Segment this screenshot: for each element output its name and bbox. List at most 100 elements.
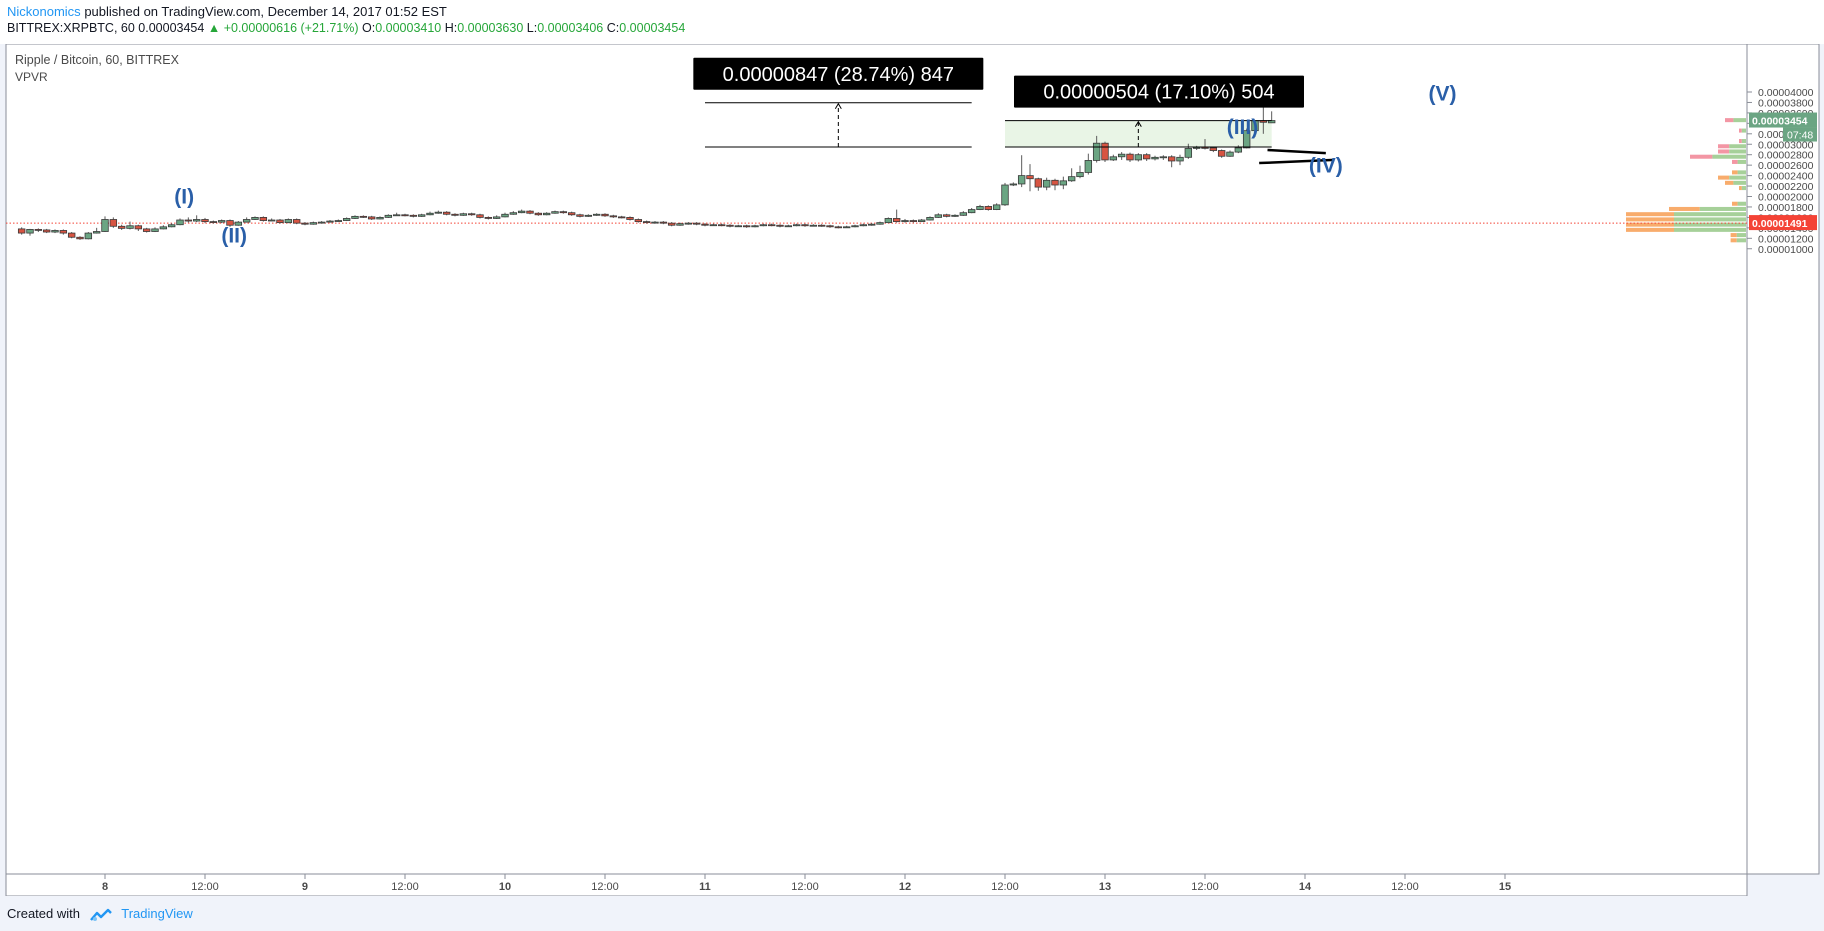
candle (701, 223, 709, 227)
candle (1109, 154, 1118, 161)
candle (1059, 176, 1068, 190)
candle (342, 217, 351, 222)
candle (867, 223, 876, 226)
candle (801, 223, 809, 227)
x-tick-label: 12:00 (591, 881, 619, 893)
candle (917, 218, 926, 223)
vpvr-bar-up (1729, 175, 1746, 180)
y-tick-label: 0.00003800 (1758, 97, 1814, 109)
candle (492, 215, 501, 219)
candle (1226, 150, 1234, 157)
last-price-badge (1749, 112, 1817, 128)
triangle-pattern[interactable] (1259, 148, 1335, 165)
tradingview-link[interactable]: TradingView (121, 906, 193, 921)
candle (1167, 155, 1176, 168)
candle (451, 213, 459, 217)
x-tick-label: 10 (499, 881, 511, 893)
candle (501, 212, 509, 218)
time-scale[interactable] (5, 873, 1748, 896)
vpvr-bar-up (1674, 222, 1746, 227)
x-tick-label: 12 (899, 881, 911, 893)
candle (251, 216, 259, 221)
vpvr-bar-down (1626, 212, 1674, 217)
wave-label: (II) (221, 224, 247, 247)
candle (226, 219, 234, 227)
candle (1159, 155, 1168, 160)
price-chart[interactable]: Ripple / Bitcoin, 60, BITTREX VPVR 0.000… (0, 44, 1824, 896)
chart-pane[interactable] (5, 44, 1748, 875)
candle (151, 227, 159, 233)
last-price: 0.00003454 (138, 21, 205, 35)
candle (767, 223, 776, 227)
high-label: H: (444, 21, 458, 35)
open-label: O: (362, 21, 376, 35)
candle (259, 216, 268, 222)
vpvr-bar-down (1718, 149, 1730, 154)
vpvr-bar-down (1669, 206, 1700, 211)
vpvr-bar-down (1626, 222, 1674, 227)
candle (1001, 182, 1009, 206)
vpvr-bar-down (1739, 186, 1742, 191)
candle (642, 220, 651, 224)
candle (851, 224, 859, 228)
price-scale[interactable] (1746, 44, 1820, 875)
candle (651, 221, 659, 224)
y-tick-label: 0.00004000 (1758, 87, 1814, 99)
candle (84, 232, 93, 240)
countdown-text: 07:48 (1787, 130, 1813, 142)
candle (376, 216, 384, 220)
candle (1134, 153, 1143, 162)
candle (109, 217, 118, 228)
candle (276, 218, 284, 224)
wave-label: (III) (1227, 116, 1259, 139)
candle (692, 222, 701, 226)
candle (984, 205, 993, 211)
candle (784, 224, 793, 228)
candle (1209, 146, 1218, 153)
measure-tool-1[interactable]: 0.00000847 (28.74%) 847 (693, 57, 984, 148)
candle (442, 211, 451, 216)
y-tick-label: 0.00002200 (1758, 181, 1814, 193)
candle (192, 215, 201, 223)
candle (267, 218, 276, 222)
candle (759, 223, 768, 227)
y-tick-label: 0.00002000 (1758, 192, 1814, 204)
candle (676, 222, 684, 226)
vpvr-bar-up (1737, 170, 1746, 175)
candle (467, 212, 476, 216)
vpvr-bar-up (1733, 180, 1746, 185)
measure-label-1: 0.00000847 (28.74%) 847 (723, 64, 954, 86)
candle (1176, 154, 1184, 166)
symbol-ohlc: BITTREX:XRPBTC, 60 0.00003454 ▲ +0.00000… (7, 21, 685, 35)
candle (509, 211, 518, 215)
candle (126, 221, 134, 230)
candle (742, 224, 751, 228)
candle (476, 213, 484, 219)
candle (609, 214, 618, 218)
candle (909, 219, 918, 223)
candle (576, 213, 584, 218)
candle (876, 221, 884, 225)
author-link[interactable]: Nickonomics (7, 4, 81, 19)
candle (484, 216, 493, 220)
candle (26, 228, 34, 236)
measure-tool-2[interactable]: 0.00000504 (17.10%) 504 (1004, 75, 1304, 148)
y-tick-label: 0.00002400 (1758, 171, 1814, 183)
indicator-label: VPVR (15, 70, 48, 84)
candle (134, 224, 143, 231)
vpvr-bar-down (1626, 217, 1674, 222)
candle (776, 224, 784, 228)
candle (526, 210, 534, 215)
footer-bar: Created with TradingView (0, 896, 1824, 931)
candle (976, 204, 984, 211)
vpvr-bar-up (1729, 149, 1746, 154)
candle (967, 207, 976, 214)
candle (551, 210, 559, 214)
candle (459, 212, 468, 216)
candle (842, 225, 851, 229)
candle (101, 216, 109, 233)
y-axis: 0.000010000.000012000.000014000.00001600… (1747, 87, 1817, 256)
vpvr-bar-up (1674, 217, 1746, 222)
vpvr-bar-down (1730, 238, 1737, 243)
tradingview-logo-icon (89, 908, 112, 921)
